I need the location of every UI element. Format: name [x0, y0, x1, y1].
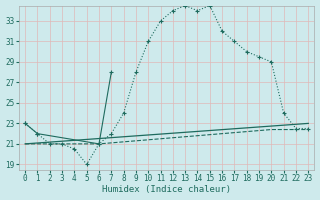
X-axis label: Humidex (Indice chaleur): Humidex (Indice chaleur): [102, 185, 231, 194]
